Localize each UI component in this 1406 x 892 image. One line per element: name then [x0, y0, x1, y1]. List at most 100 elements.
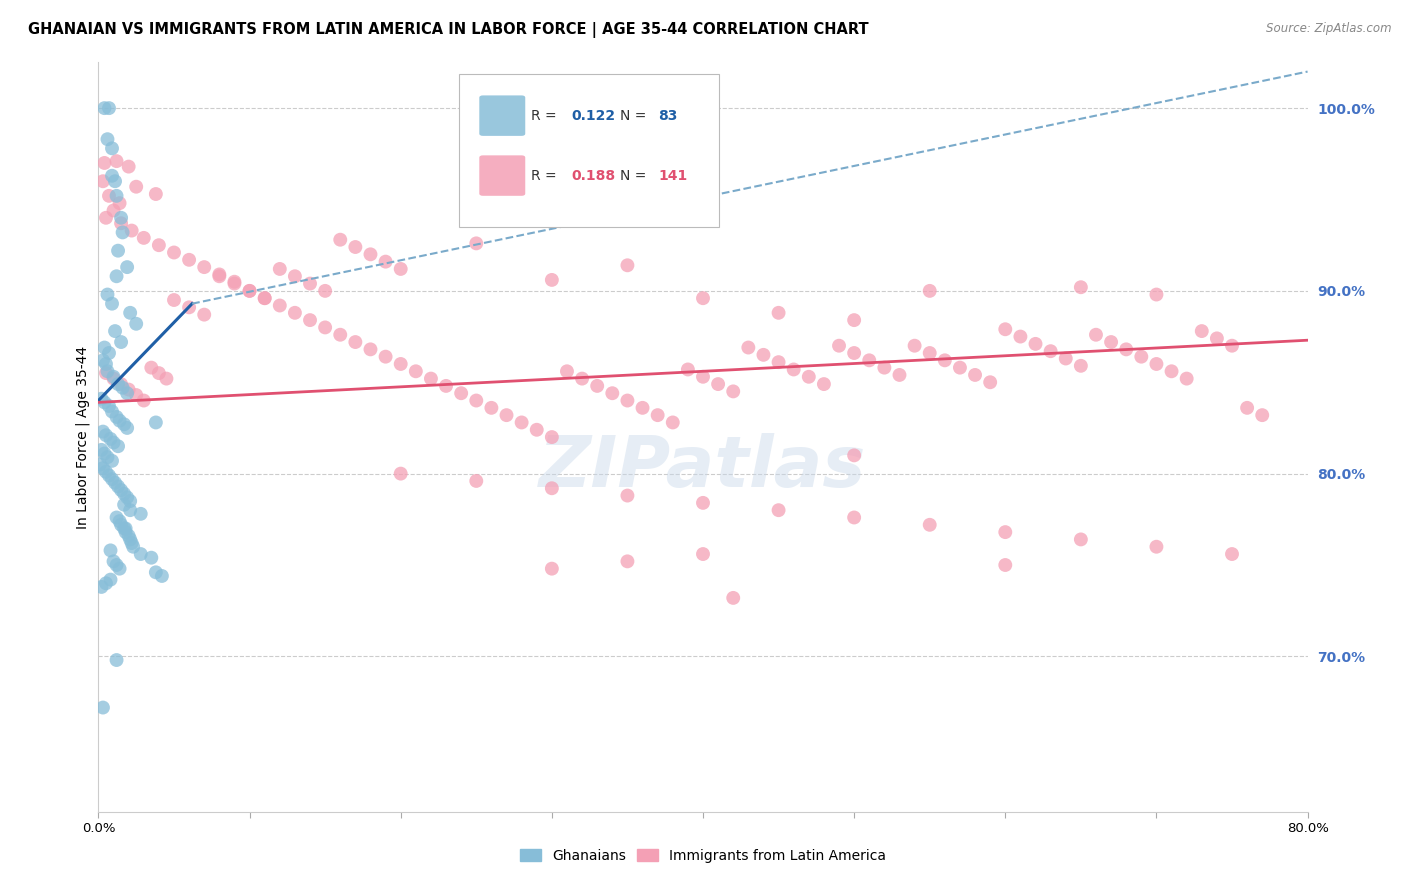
Point: [141, 550, 163, 565]
Point: [93, 156, 115, 170]
Point: [105, 558, 128, 572]
Point: [828, 339, 851, 353]
Point: [120, 494, 142, 508]
Point: [1220, 339, 1243, 353]
Point: [104, 174, 127, 188]
Point: [1099, 334, 1122, 349]
FancyBboxPatch shape: [458, 74, 718, 227]
Point: [96, 132, 118, 146]
Point: [994, 525, 1017, 540]
Point: [616, 489, 638, 503]
Point: [115, 491, 138, 505]
Point: [118, 529, 141, 543]
Point: [1191, 324, 1213, 338]
Point: [768, 355, 790, 369]
Point: [132, 231, 155, 245]
Point: [224, 277, 246, 291]
Point: [1010, 329, 1032, 343]
Point: [108, 562, 131, 576]
Point: [114, 525, 136, 540]
Point: [389, 262, 412, 277]
Point: [360, 247, 382, 261]
Point: [873, 360, 896, 375]
Point: [284, 269, 307, 284]
Point: [616, 554, 638, 568]
Point: [110, 334, 132, 349]
Y-axis label: In Labor Force | Age 35-44: In Labor Force | Age 35-44: [76, 345, 90, 529]
Point: [91, 353, 114, 368]
Point: [94, 465, 117, 479]
Point: [94, 576, 117, 591]
Point: [93, 446, 115, 460]
Point: [118, 160, 141, 174]
Point: [115, 260, 138, 274]
Point: [707, 377, 730, 392]
Point: [91, 425, 114, 439]
Point: [299, 313, 322, 327]
Point: [145, 416, 167, 430]
Point: [555, 364, 578, 378]
Point: [110, 483, 132, 497]
Point: [100, 432, 122, 446]
Point: [918, 346, 941, 360]
Point: [101, 472, 124, 486]
Point: [526, 423, 548, 437]
Text: Source: ZipAtlas.com: Source: ZipAtlas.com: [1267, 22, 1392, 36]
Point: [111, 381, 134, 395]
Point: [107, 439, 129, 453]
Point: [723, 384, 745, 399]
Point: [120, 306, 142, 320]
Text: N =: N =: [620, 109, 651, 122]
Point: [90, 392, 112, 406]
Point: [132, 393, 155, 408]
Point: [510, 416, 533, 430]
Point: [110, 216, 132, 230]
Point: [107, 244, 129, 258]
Point: [253, 291, 276, 305]
Point: [224, 275, 246, 289]
Point: [129, 507, 152, 521]
Point: [239, 284, 262, 298]
Point: [616, 393, 638, 408]
Point: [269, 298, 291, 312]
Point: [1024, 337, 1046, 351]
Point: [129, 547, 152, 561]
Point: [91, 174, 114, 188]
Point: [540, 430, 562, 444]
Point: [108, 514, 131, 528]
Point: [105, 510, 128, 524]
Point: [918, 517, 941, 532]
Point: [94, 211, 117, 225]
Point: [125, 179, 148, 194]
Point: [1039, 344, 1062, 359]
Point: [616, 258, 638, 272]
Point: [104, 324, 127, 338]
Point: [465, 236, 488, 251]
Point: [110, 211, 132, 225]
Point: [1251, 408, 1274, 422]
Point: [98, 399, 121, 413]
Point: [994, 322, 1017, 336]
Point: [723, 591, 745, 605]
Point: [768, 503, 790, 517]
Text: R =: R =: [531, 109, 561, 122]
Point: [1160, 364, 1182, 378]
Point: [540, 273, 562, 287]
Point: [148, 238, 170, 252]
Point: [91, 700, 114, 714]
Point: [94, 357, 117, 371]
FancyBboxPatch shape: [479, 95, 526, 136]
Point: [179, 252, 201, 267]
Point: [465, 393, 488, 408]
Point: [111, 226, 134, 240]
Point: [1206, 331, 1229, 345]
Point: [112, 521, 135, 535]
Text: 0.188: 0.188: [571, 169, 616, 183]
Point: [103, 554, 125, 568]
Point: [1130, 350, 1153, 364]
Point: [481, 401, 503, 415]
Point: [994, 558, 1017, 572]
Point: [329, 233, 352, 247]
Point: [121, 536, 143, 550]
Point: [844, 313, 866, 327]
